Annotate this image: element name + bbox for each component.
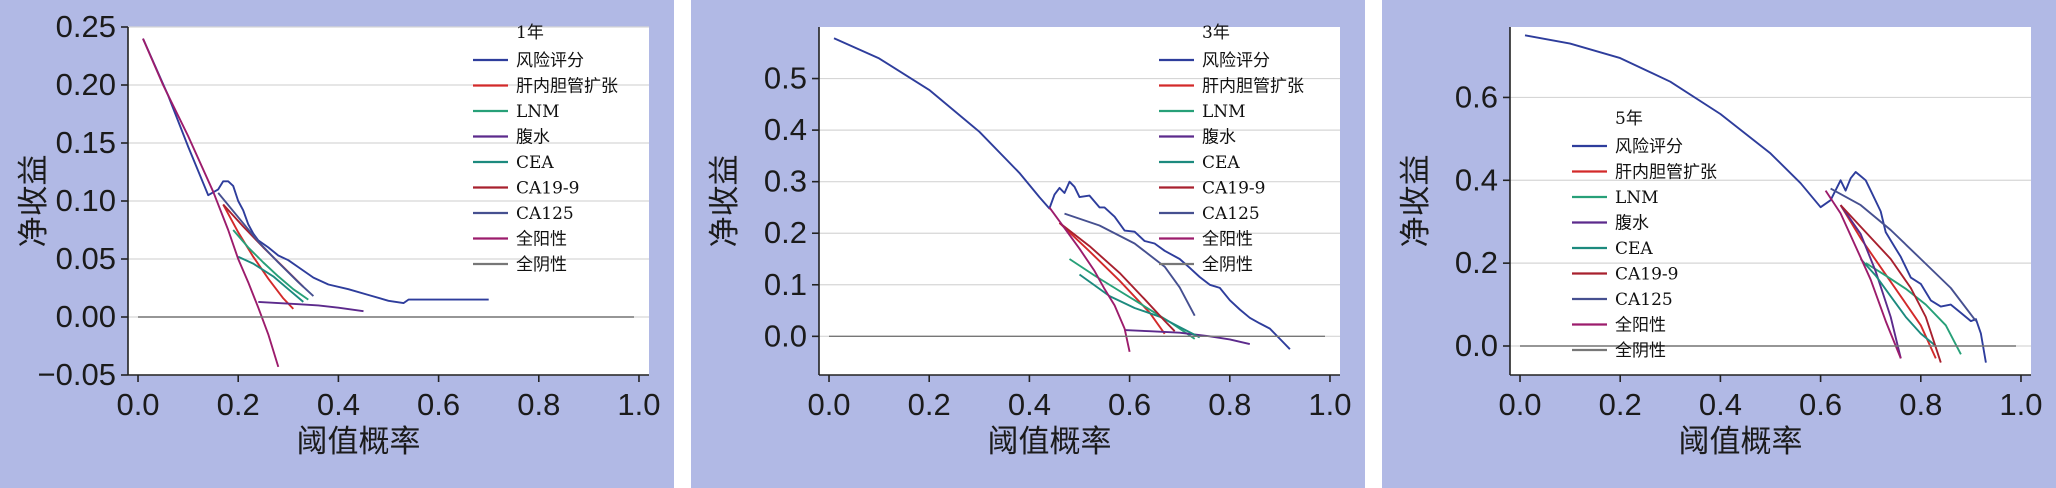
chart-svg-3yr: 0.0 0.1 0.2 0.3 0.4 0.5 0.0 0.2 0.4 0.6 0.8 1.0 阈值概率…	[707, 23, 1352, 460]
x-tick-label: 0.8	[517, 387, 560, 422]
legend-label: LNM	[1615, 188, 1659, 208]
y-tick-label: 0.10	[56, 183, 116, 218]
plot-area	[1510, 27, 2031, 375]
legend-label: 全阴性	[1202, 255, 1253, 275]
x-tick-label: 0.0	[1498, 387, 1541, 422]
series-line-6	[1830, 187, 1977, 322]
series-line-0	[833, 37, 1291, 350]
chart-panel-5yr: 0.0 0.2 0.4 0.6 0.0 0.2 0.4 0.6 0.8 1.0 阈值概率 净收益 5年风…	[1382, 0, 2056, 488]
series-line-1	[1058, 222, 1166, 335]
x-tick-label: 0.4	[1008, 387, 1051, 422]
series-line-6	[217, 192, 315, 297]
series-line-6	[1064, 212, 1196, 317]
y-tick-label: 0.25	[56, 9, 116, 44]
y-tick-label: 0.00	[56, 299, 116, 334]
y-tick-label: 0.2	[1455, 245, 1498, 280]
x-tick-label: 1.0	[1999, 387, 2042, 422]
y-tick-label: 0.0	[764, 318, 807, 353]
legend-label: CEA	[516, 153, 554, 173]
x-tick-label: 0.6	[1799, 387, 1842, 422]
y-tick-label: 0.20	[56, 67, 116, 102]
legend-label: 肝内胆管扩张	[1202, 77, 1304, 97]
legend-label: CEA	[1615, 239, 1653, 259]
legend-label: CA125	[1202, 204, 1260, 224]
legend-label: 风险评分	[1615, 137, 1683, 157]
y-tick-label: 0.15	[56, 125, 116, 160]
y-tick-label: 0.5	[764, 61, 807, 96]
x-tick-label: 0.4	[317, 387, 360, 422]
x-axis-title: 阈值概率	[988, 424, 1112, 460]
legend-label: 全阴性	[1615, 341, 1666, 361]
y-tick-label: 0.2	[764, 215, 807, 250]
y-axis-title: 净收益	[16, 155, 52, 248]
series-line-3	[1839, 204, 1902, 359]
legend-label: LNM	[516, 102, 560, 122]
x-tick-label: 0.2	[217, 387, 260, 422]
legend-label: 全阳性	[1615, 316, 1666, 336]
legend-title: 1年	[516, 23, 544, 43]
y-axis-title: 净收益	[707, 155, 743, 248]
y-tick-label: 0.05	[56, 241, 116, 276]
legend-label: 全阳性	[516, 230, 567, 250]
legend-label: CA19-9	[516, 179, 579, 199]
series-line-0	[1524, 34, 1987, 363]
legend-label: 全阳性	[1202, 230, 1253, 250]
x-tick-label: 0.0	[807, 387, 850, 422]
y-tick-label: 0.1	[764, 267, 807, 302]
y-tick-label: 0.0	[1455, 328, 1498, 363]
x-tick-label: 0.8	[1208, 387, 1251, 422]
chart-panel-1yr: −0.05 0.00 0.05 0.10 0.15 0.20 0.25 0.0 0.2 0.4 0.…	[0, 0, 674, 488]
legend-label: 肝内胆管扩张	[516, 77, 618, 97]
series-line-5	[1058, 222, 1176, 332]
legend-label: 腹水	[1202, 128, 1236, 148]
series-line-7	[142, 38, 280, 368]
y-tick-label: 0.4	[764, 112, 807, 147]
legend-label: 腹水	[1615, 214, 1649, 234]
x-tick-label: 0.2	[908, 387, 951, 422]
legend-title: 3年	[1202, 23, 1230, 43]
series-line-3	[258, 300, 364, 313]
series-line-4	[1078, 273, 1201, 339]
legend-title: 5年	[1615, 109, 1643, 129]
y-tick-label: −0.05	[38, 357, 116, 392]
legend-label: 腹水	[516, 128, 550, 148]
series-line-2	[232, 229, 309, 301]
series-line-7	[1048, 206, 1131, 353]
legend-label: CA19-9	[1615, 265, 1678, 285]
series-line-4	[237, 255, 304, 303]
y-tick-label: 0.6	[1455, 79, 1498, 114]
x-axis-title: 阈值概率	[1679, 424, 1803, 460]
y-axis-title: 净收益	[1398, 155, 1434, 248]
legend-label: LNM	[1202, 102, 1246, 122]
chart-svg-1yr: −0.05 0.00 0.05 0.10 0.15 0.20 0.25 0.0 0.2 0.4 0.…	[16, 9, 661, 460]
x-tick-label: 0.2	[1599, 387, 1642, 422]
x-tick-label: 0.8	[1899, 387, 1942, 422]
series-line-5	[1839, 204, 1942, 363]
x-axis-title: 阈值概率	[297, 424, 421, 460]
y-tick-label: 0.4	[1455, 162, 1498, 197]
x-tick-label: 0.0	[116, 387, 159, 422]
legend-label: 风险评分	[516, 51, 584, 71]
y-tick-label: 0.3	[764, 164, 807, 199]
legend-label: 风险评分	[1202, 51, 1270, 71]
legend-label: 肝内胆管扩张	[1615, 163, 1717, 183]
legend-label: CA19-9	[1202, 179, 1265, 199]
plot-area	[819, 27, 1340, 375]
series-line-0	[142, 38, 489, 305]
series-line-4	[1859, 258, 1937, 347]
x-tick-label: 0.4	[1699, 387, 1742, 422]
legend-label: CEA	[1202, 153, 1240, 173]
legend-label: 全阴性	[516, 255, 567, 275]
x-tick-label: 0.6	[1108, 387, 1151, 422]
legend-label: CA125	[1615, 290, 1673, 310]
chart-panel-3yr: 0.0 0.1 0.2 0.3 0.4 0.5 0.0 0.2 0.4 0.6 0.8 1.0 阈值概率…	[691, 0, 1365, 488]
x-tick-label: 0.6	[417, 387, 460, 422]
series-line-7	[1824, 190, 1902, 359]
series-line-1	[1839, 204, 1937, 359]
x-tick-label: 1.0	[617, 387, 660, 422]
legend-label: CA125	[516, 204, 574, 224]
chart-svg-5yr: 0.0 0.2 0.4 0.6 0.0 0.2 0.4 0.6 0.8 1.0 阈值概率 净收益 5年风…	[1398, 27, 2043, 460]
x-tick-label: 1.0	[1308, 387, 1351, 422]
